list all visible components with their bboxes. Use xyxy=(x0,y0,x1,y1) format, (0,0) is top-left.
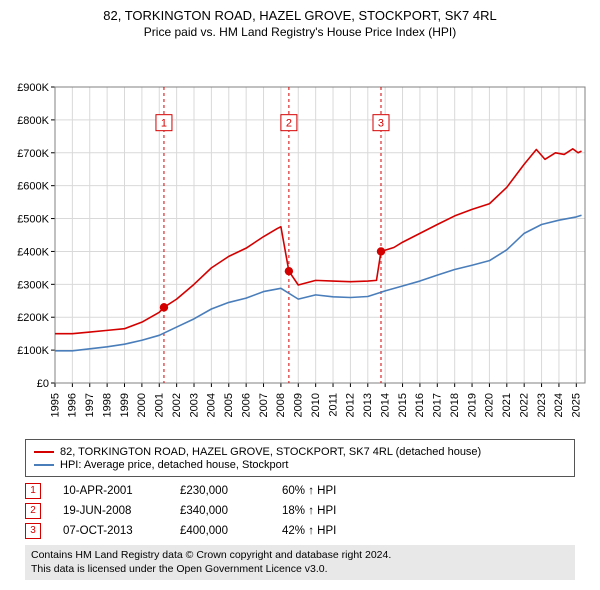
y-tick-label: £900K xyxy=(17,82,49,94)
x-tick-label: 2004 xyxy=(206,393,218,417)
x-tick-label: 1998 xyxy=(101,393,113,417)
title-address: 82, TORKINGTON ROAD, HAZEL GROVE, STOCKP… xyxy=(10,8,590,23)
x-tick-label: 2005 xyxy=(223,393,235,417)
event-row: 2 19-JUN-2008 £340,000 18% ↑ HPI xyxy=(25,503,575,519)
x-tick-label: 2001 xyxy=(154,393,166,417)
x-tick-label: 1995 xyxy=(49,393,61,417)
chart-titles: 82, TORKINGTON ROAD, HAZEL GROVE, STOCKP… xyxy=(0,0,600,41)
x-tick-label: 2024 xyxy=(553,393,565,417)
y-tick-label: £500K xyxy=(17,214,49,226)
x-tick-label: 2023 xyxy=(536,393,548,417)
x-tick-label: 2008 xyxy=(275,393,287,417)
x-tick-label: 2018 xyxy=(449,393,461,417)
x-tick-label: 2013 xyxy=(362,393,374,417)
x-tick-label: 2012 xyxy=(345,393,357,417)
attribution-footer: Contains HM Land Registry data © Crown c… xyxy=(25,545,575,580)
y-tick-label: £700K xyxy=(17,148,49,160)
x-tick-label: 2022 xyxy=(518,393,530,417)
y-tick-label: £0 xyxy=(37,378,49,390)
x-tick-label: 2019 xyxy=(466,393,478,417)
event-number-box: 2 xyxy=(25,503,41,519)
event-number-box: 1 xyxy=(25,483,41,499)
x-tick-label: 2016 xyxy=(414,393,426,417)
y-tick-label: £600K xyxy=(17,181,49,193)
footer-line1: Contains HM Land Registry data © Crown c… xyxy=(31,549,569,563)
y-tick-label: £300K xyxy=(17,279,49,291)
x-tick-label: 1999 xyxy=(119,393,131,417)
x-tick-label: 2014 xyxy=(379,393,391,417)
legend-swatch xyxy=(34,464,54,466)
event-row: 1 10-APR-2001 £230,000 60% ↑ HPI xyxy=(25,483,575,499)
line-chart: £0 £100K £200K £300K £400K £500K £600K £700K £80… xyxy=(0,41,600,431)
legend-swatch xyxy=(34,451,54,453)
x-tick-label: 2020 xyxy=(484,393,496,417)
event-number: 1 xyxy=(161,118,167,130)
y-tick-label: £800K xyxy=(17,115,49,127)
x-tick-label: 2003 xyxy=(188,393,200,417)
x-tick-label: 2010 xyxy=(310,393,322,417)
legend-row: HPI: Average price, detached house, Stoc… xyxy=(34,459,566,471)
legend-label: HPI: Average price, detached house, Stoc… xyxy=(60,459,289,471)
events-table: 1 10-APR-2001 £230,000 60% ↑ HPI 2 19-JUN-200… xyxy=(25,483,575,539)
x-tick-label: 2002 xyxy=(171,393,183,417)
event-price: £400,000 xyxy=(180,525,260,537)
x-tick-label: 1996 xyxy=(67,393,79,417)
event-price: £230,000 xyxy=(180,485,260,497)
x-tick-label: 2007 xyxy=(258,393,270,417)
y-tick-label: £100K xyxy=(17,345,49,357)
event-number-box: 3 xyxy=(25,523,41,539)
event-delta: 42% ↑ HPI xyxy=(282,525,336,537)
event-number: 2 xyxy=(286,118,292,130)
chart-area: £0 £100K £200K £300K £400K £500K £600K £700K £80… xyxy=(0,41,600,431)
x-tick-label: 2006 xyxy=(240,393,252,417)
legend-row: 82, TORKINGTON ROAD, HAZEL GROVE, STOCKP… xyxy=(34,446,566,458)
x-tick-label: 2011 xyxy=(327,393,339,417)
title-subtitle: Price paid vs. HM Land Registry's House … xyxy=(10,25,590,39)
event-number: 3 xyxy=(378,118,384,130)
event-delta: 60% ↑ HPI xyxy=(282,485,336,497)
event-date: 19-JUN-2008 xyxy=(63,505,158,517)
event-date: 10-APR-2001 xyxy=(63,485,158,497)
x-tick-label: 1997 xyxy=(84,393,96,417)
event-date: 07-OCT-2013 xyxy=(63,525,158,537)
event-delta: 18% ↑ HPI xyxy=(282,505,336,517)
x-tick-label: 2009 xyxy=(293,393,305,417)
x-tick-label: 2017 xyxy=(432,393,444,417)
x-tick-label: 2000 xyxy=(136,393,148,417)
x-tick-label: 2015 xyxy=(397,393,409,417)
footer-line2: This data is licensed under the Open Gov… xyxy=(31,563,569,577)
legend-label: 82, TORKINGTON ROAD, HAZEL GROVE, STOCKP… xyxy=(60,446,481,458)
x-tick-label: 2025 xyxy=(571,393,583,417)
y-tick-label: £400K xyxy=(17,246,49,258)
plot-background xyxy=(55,87,585,383)
y-tick-label: £200K xyxy=(17,312,49,324)
x-tick-label: 2021 xyxy=(501,393,513,417)
legend: 82, TORKINGTON ROAD, HAZEL GROVE, STOCKP… xyxy=(25,439,575,477)
event-row: 3 07-OCT-2013 £400,000 42% ↑ HPI xyxy=(25,523,575,539)
event-price: £340,000 xyxy=(180,505,260,517)
